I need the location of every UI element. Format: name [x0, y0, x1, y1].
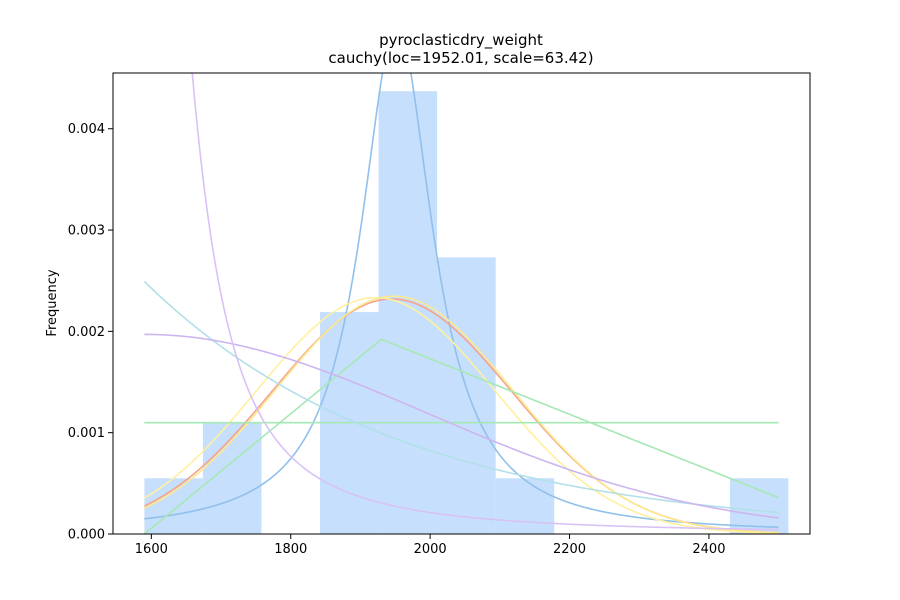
triangular-fit-curve — [143, 338, 779, 534]
histogram-bar — [437, 257, 496, 534]
normal-fit-curve — [143, 296, 779, 534]
y-tick-label: 0.001 — [68, 426, 105, 441]
histogram-bar — [495, 478, 555, 534]
plot-frame — [112, 72, 811, 535]
exponential-fit-curve — [143, 280, 779, 514]
x-tick-label: 1800 — [274, 542, 307, 557]
fitted-curves — [143, 73, 779, 534]
x-tick-label: 1600 — [135, 542, 168, 557]
x-tick-label: 2000 — [414, 542, 447, 557]
x-axis: 1600 1800 2000 2200 2400 — [135, 534, 725, 557]
halfnormal-fit-curve — [144, 333, 779, 519]
y-tick-label: 0.004 — [68, 122, 105, 137]
y-tick-label: 0.002 — [68, 325, 105, 340]
chart-subtitle: cauchy(loc=1952.01, scale=63.42) — [328, 49, 593, 67]
y-axis-label: Frequency — [45, 269, 60, 336]
y-tick-label: 0.000 — [68, 528, 105, 543]
y-axis: 0.000 0.001 0.002 0.003 0.004 — [68, 122, 113, 543]
y-tick-label: 0.003 — [68, 224, 105, 239]
cauchy-fit-curve — [144, 73, 779, 529]
normal-fit-curve — [144, 295, 779, 534]
histogram-bar — [729, 478, 789, 534]
histogram-bar — [144, 478, 203, 534]
x-tick-label: 2400 — [692, 542, 725, 557]
halfcauchy-fit-curve — [191, 73, 779, 531]
histogram-bar — [378, 91, 438, 534]
chart-title: pyroclasticdry_weight — [379, 31, 543, 50]
x-tick-label: 2200 — [553, 542, 586, 557]
